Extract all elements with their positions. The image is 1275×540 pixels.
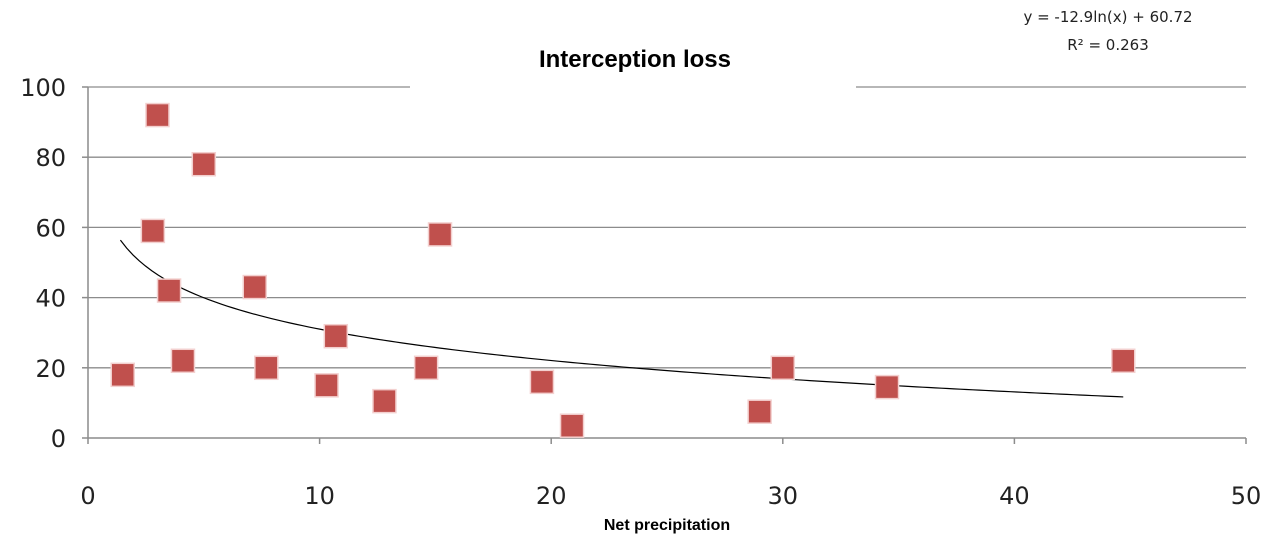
x-tick-label: 50 <box>1231 482 1262 510</box>
x-tick-label: 30 <box>768 482 799 510</box>
data-point <box>191 151 217 177</box>
data-point <box>372 388 397 414</box>
data-point <box>529 369 555 395</box>
trendline-log-curve <box>119 239 1124 398</box>
data-point <box>874 374 900 400</box>
trendline-layer <box>119 239 1124 398</box>
data-point <box>314 373 339 398</box>
x-tick-label: 10 <box>304 482 335 510</box>
x-tick-label: 40 <box>999 482 1030 510</box>
gridlines <box>88 86 1246 369</box>
data-point <box>145 102 170 128</box>
tick-labels: 0 20 40 60 80 100 0 10 20 30 40 50 <box>20 74 1261 510</box>
data-point <box>770 355 796 381</box>
data-point <box>413 355 439 381</box>
y-tick-label: 80 <box>35 144 66 172</box>
data-point <box>1111 348 1136 374</box>
y-tick-label: 20 <box>35 355 66 383</box>
x-axis-title: Net precipitation <box>604 517 730 534</box>
data-point <box>140 218 166 244</box>
x-tick-label: 20 <box>536 482 567 510</box>
data-points <box>110 102 1136 438</box>
data-point <box>559 413 585 438</box>
data-point <box>323 323 349 349</box>
trendline-equation: y = -12.9ln(x) + 60.72 <box>1023 8 1192 26</box>
y-tick-label: 60 <box>35 214 66 242</box>
y-tick-label: 100 <box>20 74 66 102</box>
axes <box>82 86 1247 444</box>
data-point <box>242 274 267 300</box>
x-tick-label: 0 <box>80 482 95 510</box>
data-point <box>427 222 453 247</box>
data-point <box>170 348 196 374</box>
data-point <box>110 362 135 388</box>
data-point <box>254 355 279 381</box>
trendline-r-squared: R² = 0.263 <box>1067 36 1148 54</box>
y-tick-label: 0 <box>51 425 66 453</box>
chart-title: Interception loss <box>539 46 731 73</box>
data-point <box>747 399 772 424</box>
y-tick-label: 40 <box>35 285 66 313</box>
data-point <box>156 278 182 303</box>
title-background <box>410 38 856 90</box>
